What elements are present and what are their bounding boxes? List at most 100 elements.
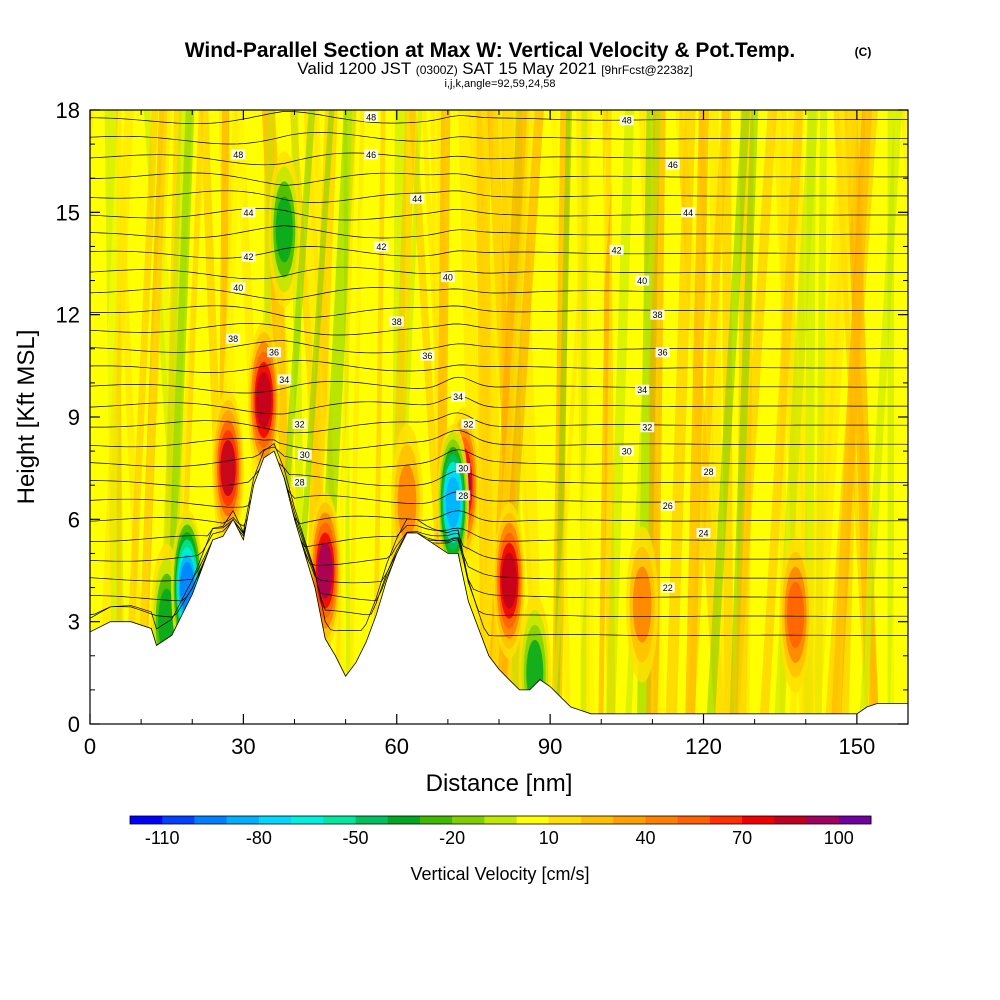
contour-label-text: 30 bbox=[458, 464, 468, 474]
contour-label: 24 bbox=[696, 527, 711, 538]
theta-contour bbox=[90, 474, 908, 508]
colorbar-tick-label: 100 bbox=[824, 828, 854, 848]
colorbar-segment bbox=[130, 816, 163, 824]
velocity-stripe bbox=[686, 110, 730, 724]
contour-label: 30 bbox=[619, 446, 634, 457]
velocity-stripe bbox=[484, 110, 505, 724]
y-tick-label: 9 bbox=[68, 405, 80, 430]
updraft-core bbox=[220, 440, 236, 497]
velocity-stripe bbox=[759, 110, 804, 724]
velocity-stripe bbox=[535, 110, 564, 724]
colorbar-tick-label: -50 bbox=[343, 828, 369, 848]
y-tick-label: 18 bbox=[56, 98, 80, 123]
colorbar-segment bbox=[709, 816, 743, 824]
chart-title-mark: (C) bbox=[855, 45, 872, 59]
velocity-stripe bbox=[887, 110, 895, 724]
subtitle-date: SAT 15 May 2021 bbox=[462, 59, 597, 78]
contour-label: 36 bbox=[420, 350, 435, 361]
colorbar-segment bbox=[806, 816, 840, 824]
velocity-stripe bbox=[685, 110, 710, 724]
colorbar-segment bbox=[774, 816, 808, 824]
velocity-stripe bbox=[665, 110, 696, 724]
colorbar-segment bbox=[645, 816, 679, 824]
colorbar-tick-label: -20 bbox=[439, 828, 465, 848]
updraft-core bbox=[397, 464, 417, 541]
theta-contour bbox=[90, 458, 908, 488]
contour-label: 48 bbox=[619, 115, 634, 126]
updraft-core bbox=[632, 566, 652, 643]
contour-label-text: 30 bbox=[622, 447, 632, 457]
contour-label-text: 36 bbox=[269, 348, 279, 358]
contour-label: 46 bbox=[665, 159, 680, 170]
velocity-stripe bbox=[568, 110, 616, 724]
x-tick-label: 150 bbox=[839, 734, 876, 759]
velocity-stripe bbox=[550, 110, 593, 724]
contour-label: 30 bbox=[456, 463, 471, 474]
contour-label: 48 bbox=[231, 149, 246, 160]
contour-label: 48 bbox=[364, 111, 379, 122]
contour-label: 42 bbox=[241, 251, 256, 262]
contour-label-text: 40 bbox=[637, 276, 647, 286]
velocity-stripe bbox=[553, 110, 573, 724]
theta-contour bbox=[90, 340, 908, 354]
colorbar-segment bbox=[419, 816, 453, 824]
colorbar-segment bbox=[484, 816, 518, 824]
velocity-stripe bbox=[657, 110, 680, 724]
y-tick-label: 6 bbox=[68, 507, 80, 532]
contour-label: 36 bbox=[655, 347, 670, 358]
velocity-stripe bbox=[729, 110, 759, 724]
colorbar-tick-label: -110 bbox=[145, 828, 180, 848]
theta-contour bbox=[90, 486, 908, 527]
y-axis-label: Height [Kft MSL] bbox=[13, 330, 40, 505]
contour-label: 34 bbox=[451, 391, 466, 402]
colorbar-segment bbox=[452, 816, 485, 824]
subtitle-fcst: [9hrFcst@2238z] bbox=[601, 63, 693, 77]
velocity-stripe bbox=[859, 110, 903, 724]
colorbar-segment bbox=[677, 816, 711, 824]
theta-contour bbox=[90, 152, 908, 166]
velocity-stripe bbox=[729, 110, 778, 724]
contour-label: 40 bbox=[231, 282, 246, 293]
contour-label: 42 bbox=[374, 241, 389, 252]
contour-label-text: 48 bbox=[366, 112, 376, 122]
velocity-stripe bbox=[810, 110, 858, 724]
theta-contour bbox=[90, 190, 908, 203]
subtitle-utc: (0300Z) bbox=[416, 63, 458, 77]
contour-label-text: 34 bbox=[637, 385, 647, 395]
theta-contour bbox=[90, 225, 908, 239]
theta-contour bbox=[90, 395, 908, 415]
colorbar-tick-label: 70 bbox=[732, 828, 752, 848]
contour-label: 44 bbox=[681, 207, 696, 218]
colorbar-frame bbox=[129, 815, 872, 825]
contour-label: 32 bbox=[640, 422, 655, 433]
contour-label-text: 32 bbox=[642, 423, 652, 433]
colorbar bbox=[129, 815, 872, 825]
contour-label-text: 42 bbox=[376, 242, 386, 252]
theta-contour bbox=[90, 323, 908, 336]
colorbar-ticks: -110 -80 -50 -20 10 40 70 100 bbox=[145, 828, 854, 848]
velocity-stripe bbox=[598, 110, 612, 724]
theta-contour bbox=[90, 287, 908, 301]
contour-label: 28 bbox=[292, 476, 307, 487]
theta-contour bbox=[90, 132, 908, 145]
contour-label-text: 40 bbox=[443, 273, 453, 283]
colorbar-segment bbox=[742, 816, 775, 824]
contour-label-text: 38 bbox=[392, 317, 402, 327]
contour-label-text: 42 bbox=[612, 245, 622, 255]
colorbar-segment bbox=[226, 816, 260, 824]
contour-label-text: 48 bbox=[233, 150, 243, 160]
theta-contour bbox=[90, 305, 908, 318]
contour-label-text: 26 bbox=[663, 501, 673, 511]
contour-label-text: 48 bbox=[622, 116, 632, 126]
contour-label: 32 bbox=[461, 418, 476, 429]
updraft-core bbox=[317, 542, 333, 599]
velocity-stripe bbox=[97, 110, 134, 724]
contour-label-text: 44 bbox=[412, 194, 422, 204]
velocity-stripe bbox=[134, 110, 172, 724]
x-tick-label: 120 bbox=[685, 734, 722, 759]
theta-contour bbox=[90, 376, 908, 394]
contour-label: 28 bbox=[456, 490, 471, 501]
y-tick-label: 3 bbox=[68, 610, 80, 635]
